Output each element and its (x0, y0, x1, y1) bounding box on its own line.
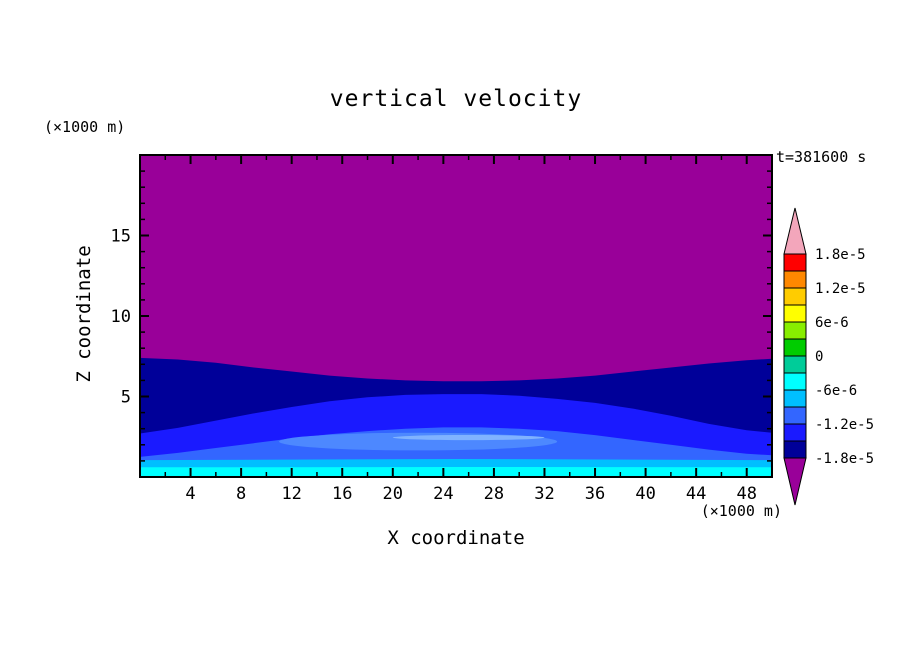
colorbar-label: 0 (815, 349, 823, 365)
x-tick-label: 8 (236, 484, 246, 504)
colorbar-top-arrow (783, 207, 807, 255)
colorbar-cell (783, 287, 807, 306)
colorbar-label: -6e-6 (815, 383, 857, 399)
colorbar: 1.8e-5 1.2e-5 6e-6 0 -6e-6 -1.2e-5 -1.8e-5 (783, 207, 874, 506)
colorbar-cell (783, 355, 807, 374)
x-tick-label: 36 (585, 484, 605, 504)
colorbar-cell (783, 338, 807, 357)
colorbar-cell (783, 304, 807, 323)
y-tick-label: 10 (111, 307, 131, 327)
colorbar-cell (783, 270, 807, 289)
x-tick-label: 44 (686, 484, 706, 504)
x-tick-label: 48 (736, 484, 756, 504)
colorbar-cell (783, 253, 807, 272)
contour-lens (392, 434, 545, 441)
colorbar-cell (783, 423, 807, 442)
colorbar-label: 6e-6 (815, 315, 849, 331)
x-tick-label: 16 (332, 484, 352, 504)
x-axis-unit: (×1000 m) (700, 502, 782, 520)
colorbar-bottom-arrow (783, 457, 807, 506)
x-axis-label: X coordinate (387, 527, 525, 549)
colorbar-cell (783, 440, 807, 459)
x-tick-label: 20 (383, 484, 403, 504)
y-axis-unit: (×1000 m) (44, 118, 126, 136)
x-tick-label: 4 (185, 484, 195, 504)
timestamp: t=381600 s (776, 148, 867, 166)
contour-lens (279, 432, 558, 451)
x-tick-label: 12 (281, 484, 301, 504)
contour-field (140, 155, 772, 477)
plot-title: vertical velocity (329, 86, 583, 112)
colorbar-label: -1.2e-5 (815, 417, 874, 433)
contour-band (140, 467, 772, 477)
colorbar-label: 1.2e-5 (815, 281, 866, 297)
colorbar-cell (783, 389, 807, 408)
x-tick-label: 40 (635, 484, 655, 504)
y-tick-label: 5 (121, 388, 131, 408)
colorbar-label: 1.8e-5 (815, 247, 866, 263)
y-tick-label: 15 (111, 227, 131, 247)
colorbar-cell (783, 372, 807, 391)
colorbar-label: -1.8e-5 (815, 451, 874, 467)
x-tick-label: 28 (484, 484, 504, 504)
x-tick-label: 32 (534, 484, 554, 504)
x-tick-label: 24 (433, 484, 453, 504)
colorbar-cell (783, 406, 807, 425)
colorbar-cell (783, 321, 807, 340)
